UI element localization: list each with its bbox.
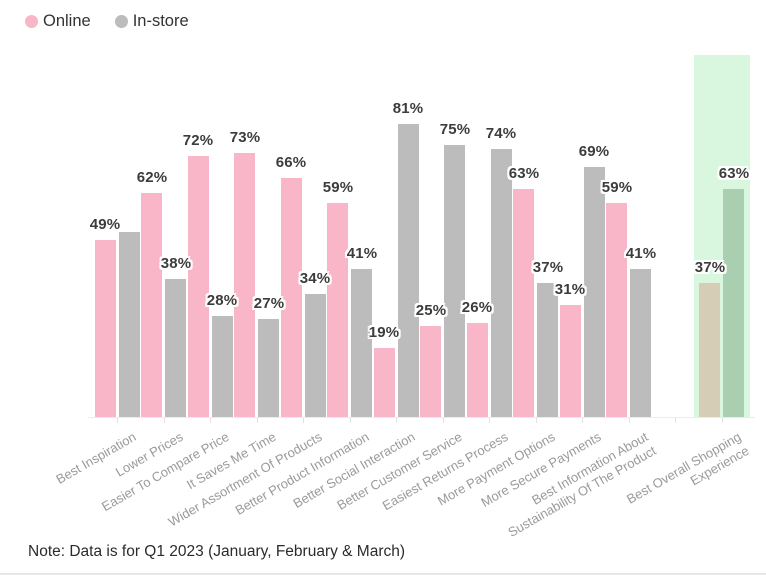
bar-in-store — [723, 189, 744, 417]
x-axis-tick — [443, 418, 444, 423]
x-axis-tick — [303, 418, 304, 423]
value-label: 59% — [322, 179, 354, 196]
value-label: 75% — [439, 121, 471, 138]
legend: Online In-store — [25, 12, 213, 31]
value-label: 74% — [485, 125, 517, 142]
x-axis-tick — [257, 418, 258, 423]
value-label: 37% — [532, 259, 564, 276]
value-label: 69% — [578, 143, 610, 160]
bar-online — [141, 193, 162, 417]
bar-in-store — [444, 145, 465, 417]
value-label: 41% — [346, 245, 378, 262]
bar-online — [699, 283, 720, 417]
bar-online — [374, 348, 395, 417]
value-label: 38% — [160, 255, 192, 272]
value-label: 28% — [206, 292, 238, 309]
value-label: 73% — [229, 129, 261, 146]
bar-online — [327, 203, 348, 417]
value-label: 27% — [253, 295, 285, 312]
value-label: 63% — [508, 165, 540, 182]
legend-item-in-store: In-store — [114, 12, 189, 31]
bar-in-store — [584, 167, 605, 417]
bar-in-store — [491, 149, 512, 417]
bar-in-store — [398, 124, 419, 417]
value-label: 19% — [368, 324, 400, 341]
value-label: 37% — [694, 259, 726, 276]
x-axis-tick — [675, 418, 676, 423]
value-label: 31% — [554, 281, 586, 298]
value-label: 62% — [136, 169, 168, 186]
in-store-legend-dot-icon — [114, 15, 128, 28]
x-axis-tick — [350, 418, 351, 423]
x-axis-tick — [536, 418, 537, 423]
bar-in-store — [212, 316, 233, 417]
x-axis-tick — [489, 418, 490, 423]
x-axis-tick — [396, 418, 397, 423]
legend-label-in-store: In-store — [132, 12, 189, 30]
bar-in-store — [630, 269, 651, 417]
x-axis-tick — [629, 418, 630, 423]
x-axis-tick — [117, 418, 118, 423]
bar-in-store — [165, 279, 186, 417]
bar-online — [467, 323, 488, 417]
bar-online — [188, 156, 209, 417]
bar-online — [513, 189, 534, 417]
bottom-divider — [0, 573, 766, 575]
value-label: 63% — [718, 165, 750, 182]
value-label: 66% — [275, 154, 307, 171]
value-label: 59% — [601, 179, 633, 196]
bar-in-store — [258, 319, 279, 417]
bar-online — [95, 240, 116, 417]
bar-in-store — [351, 269, 372, 417]
bar-in-store — [537, 283, 558, 417]
bar-online — [281, 178, 302, 417]
footnote: Note: Data is for Q1 2023 (January, Febr… — [28, 543, 406, 560]
x-axis-tick — [722, 418, 723, 423]
x-axis-tick — [164, 418, 165, 423]
x-axis-tick — [582, 418, 583, 423]
online-legend-dot-icon — [25, 15, 38, 28]
value-label: 34% — [299, 270, 331, 287]
value-label: 25% — [415, 302, 447, 319]
value-label: 81% — [392, 100, 424, 117]
legend-label-online: Online — [43, 12, 91, 30]
value-label: 72% — [182, 132, 214, 149]
value-label: 49% — [89, 216, 121, 233]
bar-online — [234, 153, 255, 417]
bar-online — [560, 305, 581, 417]
x-axis-baseline — [88, 417, 755, 418]
bar-in-store — [119, 232, 140, 417]
value-label: 26% — [461, 299, 493, 316]
bar-in-store — [305, 294, 326, 417]
value-label: 41% — [625, 245, 657, 262]
legend-item-online: Online — [25, 12, 91, 31]
x-axis-tick — [210, 418, 211, 423]
bar-online — [420, 326, 441, 417]
bar-online — [606, 203, 627, 417]
